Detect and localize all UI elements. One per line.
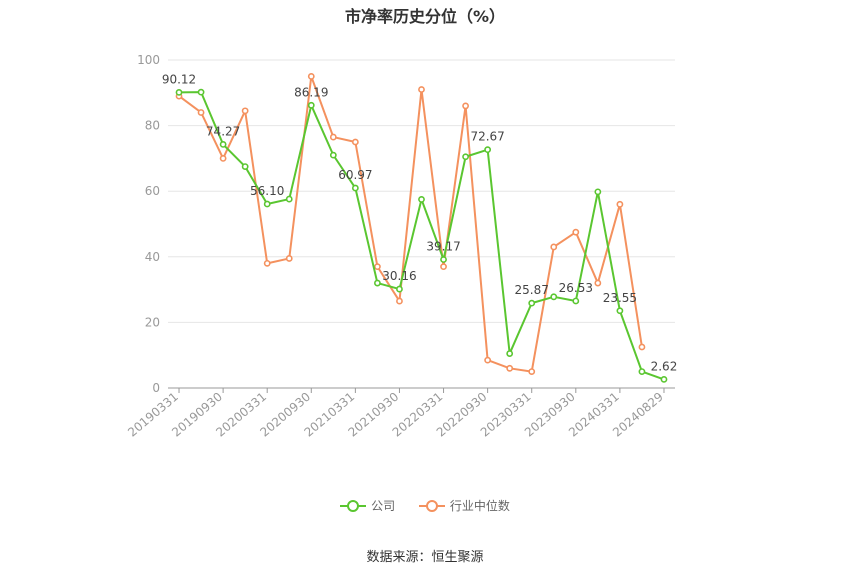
data-point-1 <box>484 356 492 364</box>
data-point-1 <box>307 73 315 80</box>
data-point-0 <box>351 184 359 192</box>
data-point-0 <box>329 151 337 159</box>
y-tick-label: 20 <box>145 315 160 329</box>
data-label: 90.12 <box>162 72 196 86</box>
data-label: 86.19 <box>294 85 328 99</box>
legend-label-industry-median: 行业中位数 <box>449 499 510 513</box>
data-point-0 <box>197 88 205 96</box>
data-point-0 <box>462 153 469 161</box>
data-label: 2.62 <box>651 359 678 373</box>
data-point-0 <box>572 297 580 305</box>
series-line-1 <box>178 75 643 373</box>
data-point-1 <box>616 200 624 208</box>
legend-label-company: 公司 <box>371 499 396 513</box>
y-tick-label: 60 <box>145 184 160 198</box>
data-point-1 <box>351 138 359 146</box>
data-point-0 <box>241 163 249 170</box>
data-label: 74.27 <box>206 124 240 138</box>
data-point-1 <box>418 86 425 93</box>
data-point-1 <box>285 255 293 262</box>
line-chart: 0204060801002019033120190930202003312020… <box>125 53 678 440</box>
chart-title: 市净率历史分位（%） <box>344 7 506 26</box>
data-point-0 <box>396 285 403 293</box>
data-point-1 <box>506 364 514 372</box>
legend-swatch-company <box>340 499 367 512</box>
data-point-1 <box>572 228 580 236</box>
data-point-1 <box>638 343 646 351</box>
series-line-0 <box>179 91 665 381</box>
data-label: 56.10 <box>250 184 284 198</box>
data-label: 26.53 <box>559 281 593 295</box>
data-point-0 <box>638 368 646 375</box>
y-tick-label: 80 <box>145 119 160 133</box>
data-point-1 <box>219 154 227 162</box>
data-source-note: 数据来源：恒生聚源 <box>366 550 484 565</box>
data-point-1 <box>263 259 271 267</box>
data-point-1 <box>396 297 403 305</box>
data-point-0 <box>285 195 293 203</box>
data-label: 60.97 <box>338 168 372 182</box>
data-label: 23.55 <box>603 291 637 305</box>
data-point-0 <box>263 200 271 208</box>
data-point-1 <box>440 263 447 271</box>
data-point-1 <box>550 243 558 251</box>
data-point-1 <box>374 263 381 271</box>
y-tick-label: 40 <box>145 250 160 264</box>
data-point-0 <box>175 89 183 96</box>
data-point-0 <box>506 350 514 357</box>
data-point-1 <box>594 279 602 287</box>
legend-swatch-industry-median <box>418 499 445 512</box>
data-label: 25.87 <box>515 283 549 297</box>
data-point-0 <box>307 101 315 109</box>
y-tick-label: 0 <box>152 381 160 395</box>
legend-item-company[interactable]: 公司 <box>340 497 395 514</box>
legend: 公司 行业中位数 <box>0 497 850 515</box>
legend-item-industry-median[interactable]: 行业中位数 <box>418 497 510 514</box>
data-point-0 <box>594 188 602 196</box>
data-point-0 <box>484 146 492 154</box>
y-tick-label: 100 <box>137 53 160 67</box>
data-point-0 <box>418 195 425 203</box>
data-point-0 <box>550 293 558 301</box>
data-point-1 <box>462 102 469 110</box>
data-point-0 <box>660 376 668 383</box>
data-label: 39.17 <box>426 240 460 254</box>
data-point-0 <box>219 140 227 148</box>
data-point-0 <box>374 279 381 287</box>
data-point-0 <box>440 256 447 263</box>
data-point-1 <box>241 107 249 115</box>
data-point-1 <box>528 368 536 375</box>
data-point-1 <box>197 109 205 116</box>
data-label: 30.16 <box>382 269 416 283</box>
data-point-0 <box>616 307 624 315</box>
data-point-1 <box>329 133 337 141</box>
data-label: 72.67 <box>470 130 504 144</box>
data-point-0 <box>528 299 536 307</box>
